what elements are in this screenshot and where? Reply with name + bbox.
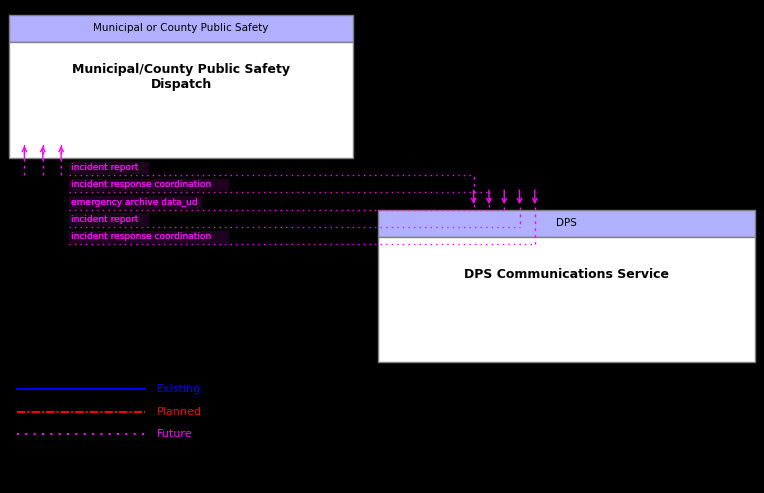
Text: DPS Communications Service: DPS Communications Service	[464, 268, 669, 281]
Text: DPS: DPS	[556, 218, 577, 228]
Bar	[378, 237, 755, 362]
Bar	[69, 231, 229, 243]
Text: incident response coordination: incident response coordination	[71, 232, 212, 241]
Text: incident response coordination: incident response coordination	[71, 232, 212, 241]
Text: Municipal or County Public Safety: Municipal or County Public Safety	[93, 23, 269, 34]
Bar	[69, 196, 202, 209]
Text: incident report: incident report	[71, 215, 138, 224]
Bar	[69, 162, 149, 174]
Text: incident report: incident report	[71, 163, 138, 172]
Text: Future: Future	[157, 429, 193, 439]
Bar	[378, 210, 755, 237]
Text: Municipal/County Public Safety
Dispatch: Municipal/County Public Safety Dispatch	[72, 63, 290, 91]
Text: incident report: incident report	[71, 215, 138, 224]
Text: incident report: incident report	[71, 163, 138, 172]
Text: incident response coordination: incident response coordination	[71, 180, 212, 189]
Text: Existing: Existing	[157, 385, 201, 394]
Bar	[69, 179, 229, 191]
Text: incident response coordination: incident response coordination	[71, 180, 212, 189]
Text: emergency archive data_ud: emergency archive data_ud	[71, 198, 198, 207]
Text: Planned: Planned	[157, 407, 202, 417]
Bar	[69, 213, 149, 226]
Bar	[9, 42, 353, 158]
Text: emergency archive data_ud: emergency archive data_ud	[71, 198, 198, 207]
Bar	[9, 15, 353, 42]
